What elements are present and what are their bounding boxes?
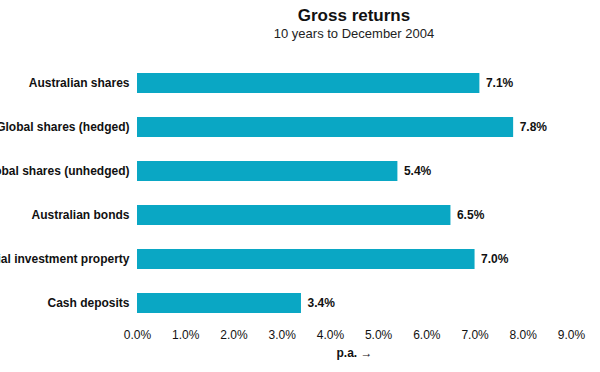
svg-text:3.4%: 3.4%	[307, 296, 335, 310]
svg-text:Residential investment propert: Residential investment property	[0, 252, 130, 266]
svg-text:7.1%: 7.1%	[486, 76, 514, 90]
svg-text:5.0%: 5.0%	[365, 328, 393, 342]
svg-text:3.0%: 3.0%	[268, 328, 296, 342]
svg-text:2.0%: 2.0%	[220, 328, 248, 342]
svg-text:8.0%: 8.0%	[510, 328, 538, 342]
html-text:10 years to December 2004: 10 years to December 2004	[273, 26, 435, 41]
svg-text:6.0%: 6.0%	[413, 328, 441, 342]
svg-text:0.0%: 0.0%	[124, 328, 152, 342]
svg-text:6.5%: 6.5%	[457, 208, 485, 222]
svg-text:7.8%: 7.8%	[520, 120, 548, 134]
svg-text:Global shares (unhedged): Global shares (unhedged)	[0, 164, 130, 178]
svg-text:Australian bonds: Australian bonds	[31, 208, 129, 222]
svg-text:4.0%: 4.0%	[317, 328, 345, 342]
svg-text:Global shares (hedged): Global shares (hedged)	[0, 120, 130, 134]
svg-text:7.0%: 7.0%	[461, 328, 489, 342]
svg-text:9.0%: 9.0%	[558, 328, 586, 342]
svg-text:1.0%: 1.0%	[172, 328, 200, 342]
svg-text:7.0%: 7.0%	[481, 252, 509, 266]
svg-text:p.a. →: p.a. →	[336, 346, 372, 360]
svg-text:5.4%: 5.4%	[404, 164, 432, 178]
svg-text:Australian shares: Australian shares	[29, 76, 130, 90]
svg-text:Cash deposits: Cash deposits	[47, 296, 129, 310]
html-text:Gross returns: Gross returns	[297, 6, 411, 25]
